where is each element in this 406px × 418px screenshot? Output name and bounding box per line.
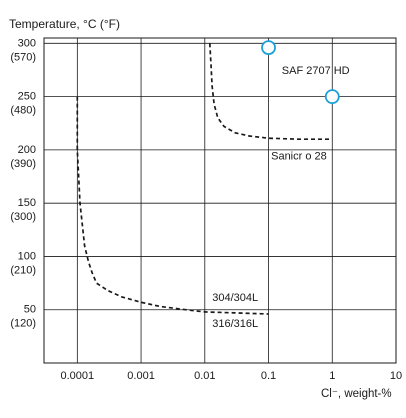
y-tick-label-f: (480) xyxy=(10,105,36,117)
series-marker xyxy=(261,40,276,55)
y-tick-label: 250 xyxy=(18,91,36,103)
y-tick-label: 50 xyxy=(24,304,36,316)
x-tick-label: 0.01 xyxy=(194,370,215,382)
series-label: SAF 2707 HD xyxy=(282,65,350,77)
series-label: 316/316L xyxy=(212,318,258,330)
y-axis-ticks: 300 (570) 250 (480) 200 (390) 150 (300) 100 (210)… xyxy=(10,37,36,329)
series-line xyxy=(76,96,269,315)
axes xyxy=(43,37,397,364)
x-tick-label: 0.0001 xyxy=(60,370,94,382)
x-tick-label: 0.1 xyxy=(261,370,276,382)
y-tick-label: 100 xyxy=(18,250,36,262)
y-tick-label: 200 xyxy=(18,144,36,156)
x-axis-ticks: 0.0001 0.001 0.01 0.1 1 10 xyxy=(60,370,402,382)
y-tick-label-f: (570) xyxy=(10,51,36,63)
y-tick-label-f: (390) xyxy=(10,158,36,170)
series-marker xyxy=(324,89,340,105)
series-label: Sanicr o 28 xyxy=(271,150,327,162)
x-axis-label: Cl⁻, weight-% xyxy=(321,388,392,400)
plot-frame xyxy=(43,37,397,364)
x-tick-label: 0.001 xyxy=(127,370,155,382)
y-tick-label: 300 xyxy=(18,37,36,49)
series-line xyxy=(208,43,333,141)
y-tick-label: 150 xyxy=(18,197,36,209)
x-tick-label: 1 xyxy=(329,370,335,382)
y-tick-label-f: (120) xyxy=(10,318,36,330)
series-labels: 304/304L 316/316L Sanicr o 28 SAF 2707 HD xyxy=(212,65,349,330)
series-layer xyxy=(76,40,340,315)
y-tick-label-f: (210) xyxy=(10,264,36,276)
y-tick-label-f: (300) xyxy=(10,211,36,223)
y-axis-label: Temperature, °C (°F) xyxy=(9,17,120,31)
x-tick-label: 10 xyxy=(390,370,402,382)
series-label: 304/304L xyxy=(212,292,258,304)
